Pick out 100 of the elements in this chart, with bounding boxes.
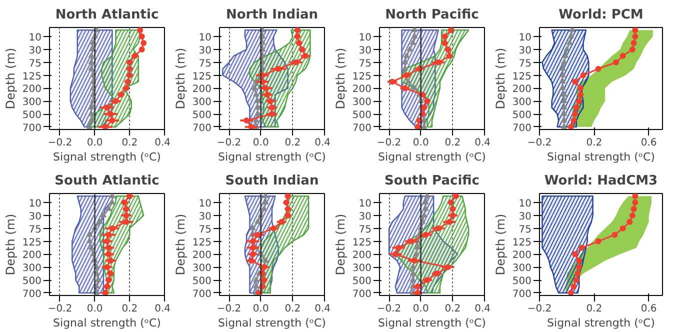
y-tick-label: 300	[512, 97, 532, 108]
x-tick-label: 0.6	[640, 304, 657, 314]
y-tick-label: 500	[512, 276, 532, 288]
y-tick-label: 700	[512, 122, 532, 134]
y-tick-label: 200	[22, 84, 42, 96]
y-tick-label: 75	[518, 224, 532, 236]
y-tick-label: 300	[22, 263, 42, 274]
chart-title: North Indian	[226, 8, 318, 22]
y-tick-label: 200	[352, 84, 372, 96]
y-axis-title: Depth (m)	[173, 48, 188, 110]
y-tick-label: 125	[352, 237, 372, 248]
y-tick-label: 700	[512, 288, 532, 300]
x-tick-label: 0.4	[154, 304, 171, 314]
y-tick-label: 300	[352, 97, 372, 108]
y-axis-title: Depth (m)	[493, 214, 508, 276]
x-tick-label: 0.2	[444, 304, 461, 314]
x-axis-title: Signal strength (ᵒC)	[218, 150, 326, 164]
x-tick-label: 0.2	[284, 304, 301, 314]
y-tick-label: 10	[28, 32, 42, 44]
y-tick-label: 75	[518, 58, 532, 70]
x-tick-label: 0.6	[640, 138, 657, 148]
y-tick-label: 30	[198, 211, 212, 222]
x-tick-label: 0.0	[412, 138, 429, 148]
y-tick-label: 300	[352, 263, 372, 274]
y-tick-label: 30	[518, 211, 532, 222]
x-tick-label: −0.2	[376, 304, 402, 314]
y-tick-label: 200	[192, 250, 212, 262]
y-tick-label: 200	[22, 250, 42, 262]
y-tick-label: 700	[352, 122, 372, 134]
y-axis-title: Depth (m)	[493, 48, 508, 110]
y-tick-label: 75	[358, 224, 372, 236]
x-axis-title: Signal strength (ᵒC)	[378, 150, 486, 164]
x-axis-title: Signal strength (ᵒC)	[547, 150, 655, 164]
y-tick-label: 300	[512, 263, 532, 274]
y-tick-label: 75	[28, 224, 42, 236]
y-tick-label: 125	[22, 237, 42, 248]
y-tick-label: 30	[358, 211, 372, 222]
y-tick-label: 10	[198, 198, 212, 210]
chart-title: North Atlantic	[55, 8, 159, 22]
x-axis-title: Signal strength (ᵒC)	[53, 150, 161, 164]
y-tick-label: 75	[358, 58, 372, 70]
y-tick-label: 700	[192, 122, 212, 134]
y-tick-label: 500	[192, 110, 212, 122]
x-axis-title: Signal strength (ᵒC)	[378, 316, 486, 330]
y-tick-label: 10	[358, 198, 372, 210]
x-tick-label: 0.0	[252, 304, 269, 314]
x-tick-label: 0.2	[284, 138, 301, 148]
x-tick-label: 0.4	[474, 304, 491, 314]
y-tick-label: 500	[352, 110, 372, 122]
y-tick-label: 10	[28, 198, 42, 210]
y-tick-label: 10	[198, 32, 212, 44]
y-tick-label: 125	[192, 71, 212, 82]
x-tick-label: 0.2	[444, 138, 461, 148]
y-tick-label: 75	[198, 224, 212, 236]
y-tick-label: 75	[198, 58, 212, 70]
y-tick-label: 200	[512, 84, 532, 96]
x-tick-label: 0.0	[252, 138, 269, 148]
y-tick-label: 125	[512, 71, 532, 82]
x-tick-label: 0.2	[586, 304, 602, 314]
y-tick-label: 500	[192, 276, 212, 288]
x-tick-label: −0.2	[48, 138, 72, 148]
y-tick-label: 30	[358, 45, 372, 56]
x-tick-label: −0.2	[376, 138, 402, 148]
y-tick-label: 10	[518, 32, 532, 44]
chart-title: World: HadCM3	[544, 174, 658, 188]
x-tick-label: −0.2	[216, 138, 242, 148]
x-tick-label: 0.2	[586, 138, 602, 148]
x-tick-label: −0.2	[48, 304, 72, 314]
chart-title: North Pacific	[385, 8, 479, 22]
y-tick-label: 200	[352, 250, 372, 262]
x-axis-title: Signal strength (ᵒC)	[547, 316, 655, 330]
chart-title: World: PCM	[558, 8, 644, 22]
y-axis-title: Depth (m)	[333, 48, 348, 110]
x-tick-label: 0.4	[474, 138, 491, 148]
y-axis-title: Depth (m)	[3, 214, 18, 276]
y-tick-label: 10	[518, 198, 532, 210]
y-axis-title: Depth (m)	[173, 214, 188, 276]
y-tick-label: 300	[22, 97, 42, 108]
x-tick-label: 0.2	[122, 138, 138, 148]
y-tick-label: 30	[518, 45, 532, 56]
y-tick-label: 200	[192, 84, 212, 96]
x-axis-title: Signal strength (ᵒC)	[218, 316, 326, 330]
y-tick-label: 700	[22, 122, 42, 134]
y-tick-label: 500	[352, 276, 372, 288]
chart-title: South Indian	[225, 174, 319, 188]
y-tick-label: 30	[28, 45, 42, 56]
y-tick-label: 500	[22, 276, 42, 288]
x-tick-label: 0.4	[314, 138, 331, 148]
y-tick-label: 300	[192, 97, 212, 108]
y-tick-label: 700	[352, 288, 372, 300]
y-tick-label: 10	[358, 32, 372, 44]
x-axis-title: Signal strength (ᵒC)	[53, 316, 161, 330]
x-tick-label: −0.2	[527, 304, 552, 314]
x-tick-label: 0.4	[314, 304, 331, 314]
y-tick-label: 500	[512, 110, 532, 122]
y-tick-label: 200	[512, 250, 532, 262]
x-tick-label: 0.4	[154, 138, 171, 148]
x-tick-label: −0.2	[216, 304, 242, 314]
y-axis-title: Depth (m)	[3, 48, 18, 110]
x-tick-label: 0.2	[122, 304, 138, 314]
